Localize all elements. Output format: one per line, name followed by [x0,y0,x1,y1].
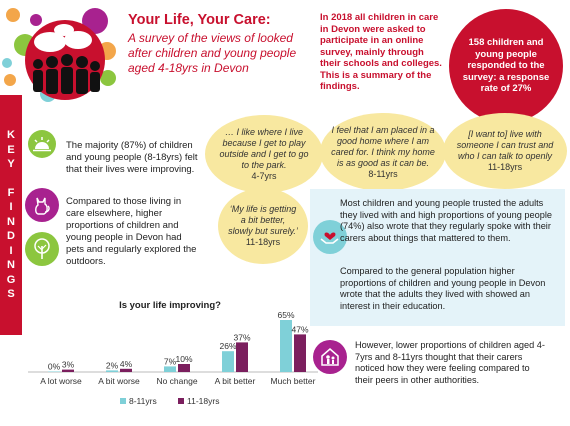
chart-bar [236,342,248,372]
chart-data-label: 2% [106,360,119,370]
quote-age: 11-18yrs [487,162,523,172]
life-improving-chart: 0% 3% A lot worse 2% 4% A bit worse 7% 10% No ch… [28,310,318,406]
decor-dot [4,74,16,86]
chart-title: Is your life improving? [119,300,221,311]
header-title-block: Your Life, Your Care: A survey of the vi… [128,12,308,76]
banner-letter: N [7,259,15,272]
banner-letter: Y [7,158,15,171]
response-stat-text: 158 children and young people responded … [462,37,550,95]
chart-bar [178,364,190,372]
chart-bar [106,370,118,372]
banner-letter: I [9,201,13,214]
chart-bar [62,369,74,372]
banner-letter: I [9,244,13,257]
decor-dot [6,8,20,22]
quote-bubble: I feel that I am placed in a good home w… [320,113,446,191]
response-stat-circle: 158 children and young people responded … [449,9,563,123]
chart-bar [164,366,176,372]
chart-bar [120,368,132,372]
finding-feelings: However, lower proportions of children a… [355,340,545,385]
banner-letter: E [7,143,15,156]
finding-interest: Compared to the general population highe… [340,266,546,311]
decor-dot [100,70,116,86]
chart-bar [294,334,306,372]
chart-category-label: Much better [271,376,316,386]
quote-text: I feel that I am placed in a good home w… [331,124,435,168]
family-home-icon [313,340,347,374]
quote-text: ‘My life is getting a bit better, slowly… [228,204,298,236]
finding-pets: Compared to those living in care elsewhe… [66,196,197,267]
decor-dot [30,14,42,26]
banner-letter: N [7,215,15,228]
chart-data-label: 4% [120,359,133,369]
intro-text: In 2018 all children in care in Devon we… [320,12,442,92]
chart-bar [48,371,60,372]
page-title: Your Life, Your Care: [128,12,271,28]
chart-data-label: 7% [164,356,177,366]
chart-data-label: 65% [277,310,294,320]
chart-data-label: 47% [291,324,308,334]
chart-legend-label: 11-18yrs [187,396,219,406]
banner-letter: G [6,273,16,286]
quote-age: 4-7yrs [251,170,277,181]
finding-improving: The majority (87%) of children and young… [66,140,198,175]
chart-legend-swatch [178,398,184,404]
chart-bar [280,320,292,372]
group-silhouette-icon [20,20,110,102]
quote-bubble: [I want to] live with someone I can trus… [443,113,567,189]
key-findings-banner: K E Y F I N D I N G S [0,95,22,335]
quote-text: … I like where I live because I get to p… [219,126,309,170]
findings-highlight-box [310,189,565,326]
tree-icon [25,232,59,266]
finding-trusted: Most children and young people trusted t… [340,198,552,243]
quote-age: 11-18yrs [245,237,281,247]
chart-data-label: 26% [219,341,236,351]
quote-bubble: ‘My life is getting a bit better, slowly… [218,188,308,264]
chart-data-label: 3% [62,360,75,370]
chart-category-label: A bit worse [98,376,140,386]
banner-letter: S [7,288,15,301]
chart-legend-swatch [120,398,126,404]
chart-legend-label: 8-11yrs [129,396,157,406]
banner-letter: D [7,230,15,243]
hands-heart-icon [313,220,347,254]
chart-data-label: 37% [233,332,250,342]
sunrise-icon [28,130,56,158]
chart-category-label: A lot worse [40,376,82,386]
banner-letter: K [7,129,15,142]
decor-dot [2,58,12,68]
page-subtitle: A survey of the views of looked after ch… [128,31,297,75]
quote-bubble: … I like where I live because I get to p… [205,115,323,193]
chart-data-label: 10% [175,354,192,364]
chart-category-label: A bit better [215,376,256,386]
cat-icon [25,188,59,222]
banner-letter: F [7,186,15,199]
chart-data-label: 0% [48,362,61,372]
quote-age: 8-11yrs [368,168,398,179]
quote-text: [I want to] live with someone I can trus… [456,129,554,161]
chart-category-label: No change [156,376,197,386]
chart-bar [222,351,234,372]
